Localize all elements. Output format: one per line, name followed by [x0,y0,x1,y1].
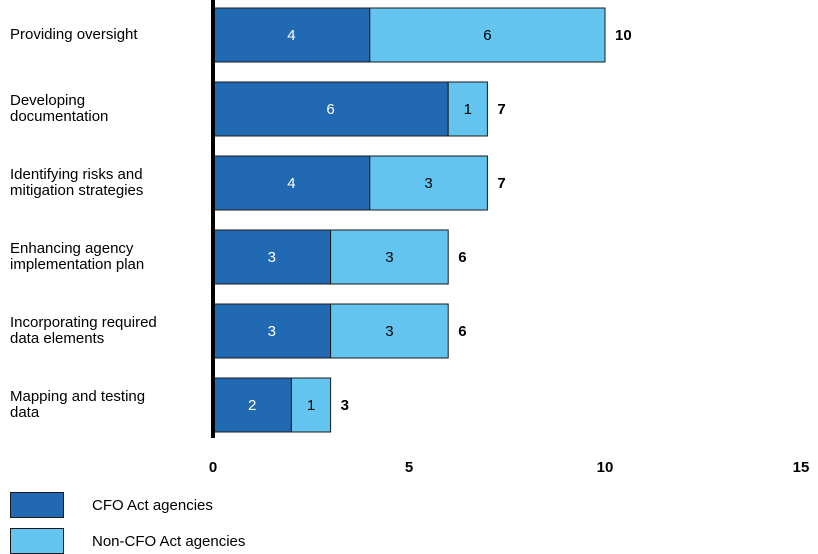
category-label: Developing documentation [10,93,200,125]
segment-value-label: 3 [268,323,276,340]
category-label-line: implementation plan [10,256,145,273]
category-label-line: Providing oversight [10,26,138,43]
bar-total-label: 6 [458,323,466,340]
legend-item-cfo: CFO Act agencies [10,492,213,518]
segment-value-label: 6 [483,27,491,44]
x-tick-label: 5 [405,459,413,476]
bar-total-label: 7 [497,175,505,192]
segment-value-label: 3 [385,323,393,340]
bar-total-label: 10 [615,27,632,44]
legend-label-non-cfo: Non-CFO Act agencies [92,532,246,550]
segment-value-label: 4 [287,175,295,192]
legend-swatch-cfo [10,492,64,518]
bar-total-label: 3 [341,397,349,414]
segment-value-label: 3 [424,175,432,192]
category-label: Incorporating required data elements [10,315,200,347]
x-tick-label: 10 [597,459,614,476]
category-label-line: mitigation strategies [10,182,144,199]
bar-segment-non-cfo [330,303,449,359]
category-label: Mapping and testing data [10,389,200,421]
segment-value-label: 3 [385,249,393,266]
segment-value-label: 3 [268,249,276,266]
bar-segment-non-cfo [447,81,488,137]
category-label-line: Incorporating required [10,314,157,331]
category-label-line: documentation [10,108,109,125]
category-label: Identifying risks and mitigation strategi… [10,167,200,199]
category-label-line: data elements [10,330,105,347]
segment-value-label: 4 [287,27,295,44]
category-label-line: Identifying risks and [10,166,143,183]
bar-segment-non-cfo [369,155,488,211]
category-label-line: data [10,404,40,421]
legend-item-non-cfo: Non-CFO Act agencies [10,528,245,554]
x-tick-label: 15 [793,459,810,476]
segment-value-label: 1 [307,397,315,414]
category-label-line: Developing [10,92,86,109]
bar-total-label: 6 [458,249,466,266]
legend-swatch-non-cfo [10,528,64,554]
bar-segment-cfo [212,229,332,285]
segment-value-label: 2 [248,397,256,414]
x-tick-label: 0 [209,459,217,476]
category-label: Enhancing agency implementation plan [10,241,200,273]
category-label-line: Mapping and testing [10,388,146,405]
category-label: Providing oversight [10,27,200,43]
bar-segment-non-cfo [369,7,606,63]
segment-value-label: 6 [326,101,334,118]
legend-label-cfo: CFO Act agencies [92,496,213,514]
bar-total-label: 7 [497,101,505,118]
bar-segment-non-cfo [330,229,449,285]
segment-value-label: 1 [464,101,472,118]
bar-segment-non-cfo [290,377,332,433]
category-label-line: Enhancing agency [10,240,134,257]
stacked-bar-chart: 4 6 10 6 1 7 4 3 7 3 3 6 3 3 6 2 1 3 0 5 10 15 [209,0,810,476]
